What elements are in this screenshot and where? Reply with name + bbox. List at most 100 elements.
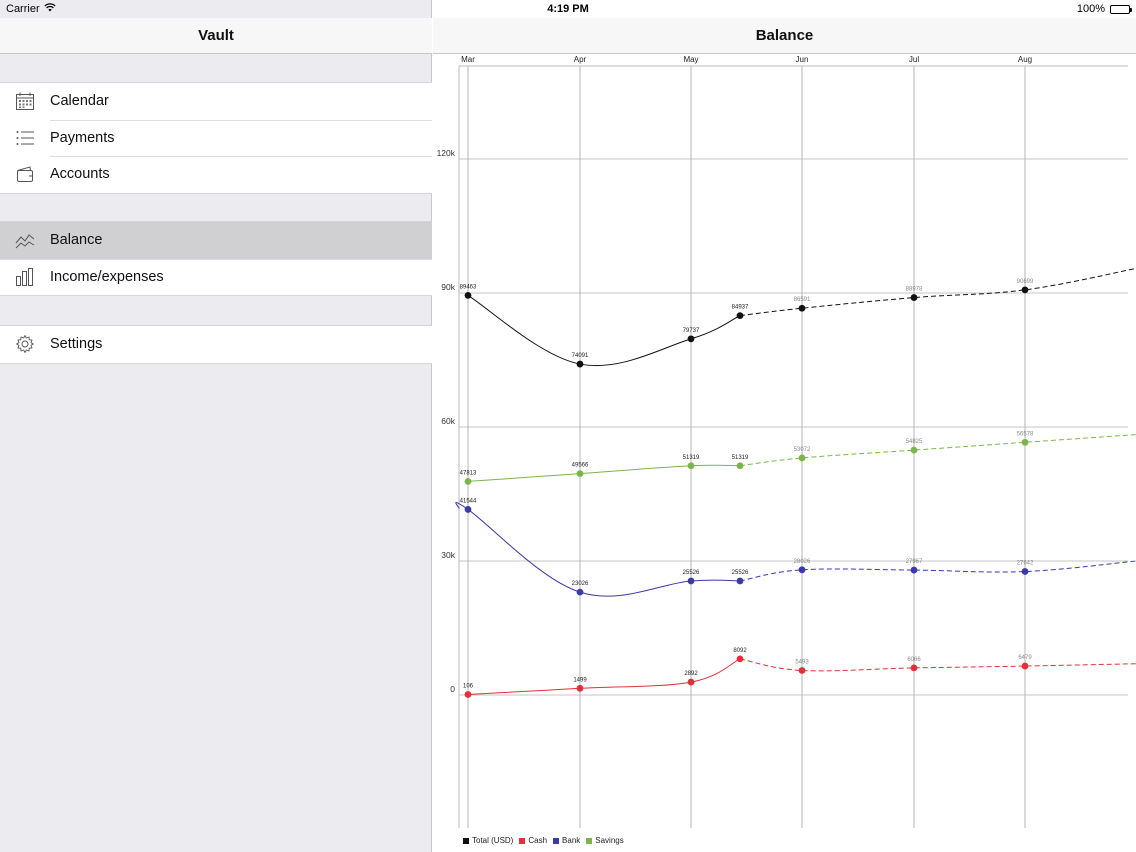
sidebar-item-accounts[interactable]: Accounts [0, 156, 432, 193]
data-point [1021, 438, 1029, 446]
sidebar-item-label: Settings [50, 336, 103, 353]
calendar-icon [14, 90, 36, 112]
y-tick-label: 60k [441, 416, 455, 426]
sidebar-title: Vault [198, 27, 234, 44]
series-line-actual [455, 502, 741, 597]
battery-percentage: 100% [1076, 3, 1105, 15]
sidebar-item-settings[interactable]: Settings [0, 326, 432, 363]
list-icon [14, 127, 36, 149]
data-label: 74091 [572, 353, 589, 359]
sidebar-item-payments[interactable]: Payments [0, 119, 432, 157]
y-tick-label: 90k [441, 282, 455, 292]
y-tick-label: 0 [450, 684, 455, 694]
data-point [798, 667, 806, 674]
legend-item: Savings [586, 836, 624, 845]
data-point [576, 588, 584, 596]
data-point [1021, 286, 1029, 294]
sidebar-item-balance[interactable]: Balance [0, 222, 432, 259]
data-label: 27967 [906, 559, 923, 565]
data-point [1021, 568, 1029, 575]
series-line-forecast [739, 560, 1136, 582]
carrier-label: Carrier [6, 3, 40, 15]
battery-indicator: 100% [1076, 3, 1132, 15]
sidebar-item-label: Payments [50, 129, 115, 146]
data-point [464, 691, 472, 698]
series-line-forecast [739, 434, 1136, 467]
x-tick-label: Aug [1018, 55, 1032, 64]
sidebar-nav-bar: Vault [0, 18, 432, 54]
data-label: 53072 [794, 447, 811, 453]
data-point [687, 678, 695, 686]
data-label: 8092 [733, 648, 747, 654]
data-point [1021, 662, 1029, 670]
menu-group-reports: Balance Income/expenses [0, 221, 432, 296]
y-tick-label: 120k [437, 148, 456, 158]
legend-item: Bank [553, 836, 580, 845]
data-label: 54825 [906, 439, 923, 445]
wifi-icon [44, 3, 56, 15]
menu-group-settings: Settings [0, 325, 432, 364]
wallet-icon [14, 163, 36, 185]
data-point [576, 470, 584, 478]
legend-swatch [553, 837, 560, 844]
balance-chart[interactable]: 0 30k 60k 90k 120k Mar Apr May Jun Jul Aug 89463 740… [433, 54, 1136, 852]
x-tick-label: May [683, 55, 698, 64]
bar-chart-icon [14, 266, 36, 288]
data-point [464, 291, 472, 299]
x-tick-label: Apr [574, 55, 587, 64]
sidebar-item-income-expenses[interactable]: Income/expenses [0, 258, 432, 296]
data-label: 90699 [1017, 279, 1034, 285]
data-point [798, 454, 806, 462]
main-nav-bar: Balance [433, 18, 1136, 54]
x-tick-label: Jul [909, 55, 919, 64]
legend-label: Savings [595, 836, 624, 845]
sidebar-item-label: Calendar [50, 93, 109, 110]
data-label: 89463 [460, 284, 477, 290]
x-tick-label: Mar [461, 55, 475, 64]
data-point [798, 566, 806, 574]
y-tick-label: 30k [441, 550, 455, 560]
sidebar-item-label: Balance [50, 232, 103, 249]
data-label: 2892 [684, 671, 698, 677]
balance-chart-svg: 0 30k 60k 90k 120k Mar Apr May Jun Jul Aug 89463 740… [437, 55, 1136, 828]
data-label: 56578 [1017, 431, 1034, 437]
data-label: 79737 [683, 328, 700, 334]
legend-swatch [586, 837, 593, 844]
battery-icon [1110, 4, 1132, 14]
data-point [687, 462, 695, 470]
sidebar-item-label: Accounts [50, 166, 110, 183]
data-label: 84937 [732, 305, 749, 311]
legend-swatch [463, 837, 469, 844]
data-point [464, 506, 472, 513]
data-label: 41544 [460, 498, 477, 504]
data-label: 51319 [732, 455, 749, 461]
series-line-forecast [739, 267, 1136, 317]
sidebar-item-label: Income/expenses [50, 268, 164, 285]
sidebar: Vault Calendar Payments Accounts Ba [0, 0, 432, 852]
data-label: 106 [463, 684, 474, 690]
data-label: 88978 [906, 287, 923, 293]
data-label: 5493 [795, 659, 809, 665]
data-point [736, 462, 744, 470]
x-tick-label: Jun [796, 55, 809, 64]
data-point [736, 312, 744, 320]
line-chart-icon [14, 229, 36, 251]
data-label: 6479 [1018, 655, 1032, 661]
data-point [910, 446, 918, 454]
carrier-indicator: Carrier [6, 3, 56, 15]
legend-label: Cash [528, 836, 548, 845]
gear-icon [14, 333, 36, 355]
menu-group-main: Calendar Payments Accounts [0, 82, 432, 194]
sidebar-item-calendar[interactable]: Calendar [0, 83, 432, 120]
data-label: 28026 [794, 559, 811, 565]
series-line-actual [467, 658, 741, 696]
data-label: 23026 [572, 581, 589, 587]
data-label: 1499 [573, 677, 587, 683]
clock: 4:19 PM [547, 3, 589, 15]
series-line-actual [467, 464, 741, 482]
data-label: 25526 [683, 570, 700, 576]
legend-item: Cash [519, 836, 547, 845]
legend-swatch [519, 837, 526, 844]
legend-item: Total (USD) [463, 836, 513, 845]
data-point [464, 478, 472, 485]
